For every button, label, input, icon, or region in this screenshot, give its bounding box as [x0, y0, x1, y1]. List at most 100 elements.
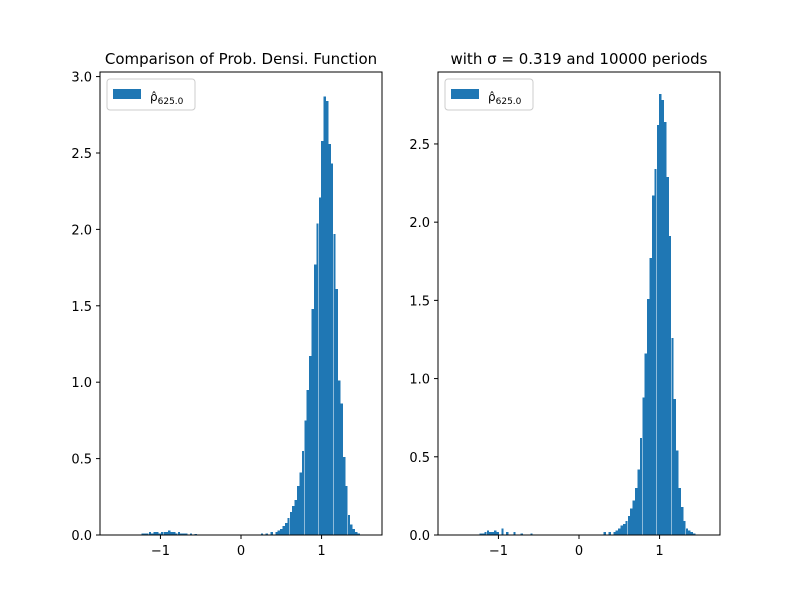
left-histogram-bar: [323, 96, 326, 535]
left-histogram-bar: [316, 223, 319, 535]
right-histogram-bar: [520, 533, 523, 535]
left-histogram-bar: [270, 531, 273, 535]
right-histogram-bar: [676, 450, 679, 535]
right-histogram-bar: [486, 530, 490, 535]
left-legend-symbol: ρ̂: [150, 90, 158, 104]
right-histogram-bars: [479, 93, 696, 536]
left-histogram-bar: [350, 524, 353, 535]
left-histogram-bar: [342, 457, 346, 535]
left-histogram-bar: [304, 420, 307, 535]
right-histogram-bar: [693, 533, 696, 535]
right-histogram-bar: [618, 528, 621, 535]
left-y-tick-label: 0.5: [71, 453, 92, 468]
left-histogram-bar: [333, 233, 336, 535]
left-histogram-bar: [299, 472, 302, 535]
right-histogram-bar: [506, 531, 509, 535]
left-histogram-bar: [158, 533, 161, 535]
right-y-tick-label: 2.5: [409, 138, 430, 153]
right-histogram-bar: [659, 93, 662, 536]
left-legend-swatch: [113, 89, 141, 99]
right-histogram-bar: [685, 528, 689, 535]
left-plot-frame: [99, 71, 383, 536]
right-histogram-bar: [666, 176, 669, 536]
right-histogram-bar: [630, 508, 633, 535]
right-histogram-bar: [637, 469, 640, 535]
left-legend-subscript: 625.0: [158, 97, 184, 107]
right-y-axis-ticks: 0.0 0.5 1.0 1.5 2.0 2.5: [409, 138, 438, 544]
right-histogram-bar: [683, 520, 686, 535]
left-histogram-bar: [168, 530, 171, 535]
left-legend-label: ρ̂625.0: [150, 90, 184, 107]
left-histogram-bar: [313, 264, 317, 535]
right-y-tick-label: 0.5: [409, 451, 430, 466]
left-histogram-bar: [182, 533, 185, 535]
left-histogram-bar: [189, 533, 193, 535]
left-histogram-bar: [177, 531, 181, 535]
left-x-axis-ticks: −1 0 1: [151, 535, 326, 559]
left-histogram-bar: [163, 531, 166, 535]
left-histogram-bar: [265, 533, 268, 535]
right-histogram-bar: [484, 531, 487, 535]
right-histogram-bar: [530, 533, 533, 535]
left-chart-title: Comparison of Prob. Densi. Function: [105, 50, 377, 68]
right-histogram-bar: [501, 528, 504, 535]
left-y-tick-label: 0.0: [71, 529, 92, 544]
left-histogram-bar: [141, 533, 144, 535]
left-histogram-bar: [338, 380, 341, 535]
left-histogram-bar: [172, 531, 176, 535]
right-histogram-bar: [688, 530, 691, 535]
right-y-tick-label: 1.5: [409, 294, 430, 309]
left-histogram-bar: [301, 450, 305, 535]
right-y-tick-label: 2.0: [409, 216, 430, 231]
left-histogram-bar: [328, 143, 331, 535]
right-histogram-bar: [632, 500, 635, 535]
right-y-tick-label: 1.0: [409, 373, 430, 388]
left-y-axis-ticks: 0.0 0.5 1.0 1.5 2.0 2.5 3.0: [71, 71, 100, 544]
left-histogram-bar: [335, 288, 339, 535]
left-histogram-bar: [260, 533, 264, 535]
right-histogram-bar: [496, 531, 499, 535]
right-chart-title: with σ = 0.319 and 10000 periods: [451, 50, 708, 68]
right-histogram-panel: with σ = 0.319 and 10000 periods 0.0 0.5 1…: [409, 50, 721, 559]
right-histogram-bar: [639, 438, 643, 535]
left-histogram-bar: [340, 403, 343, 535]
left-histogram-bar: [275, 531, 278, 535]
left-histogram-bar: [321, 140, 324, 535]
right-y-tick-label: 0.0: [409, 529, 430, 544]
left-x-tick-label: −1: [151, 544, 170, 559]
left-histogram-panel: Comparison of Prob. Densi. Function 0.0 0…: [71, 50, 383, 559]
right-histogram-bar: [664, 122, 667, 536]
right-histogram-bar: [680, 506, 684, 535]
left-x-tick-label: 0: [237, 544, 245, 559]
right-histogram-bar: [668, 236, 672, 536]
right-histogram-bar: [494, 530, 497, 535]
right-x-tick-label: −1: [489, 544, 508, 559]
right-histogram-bar: [690, 531, 693, 535]
left-histogram-bar: [318, 197, 322, 536]
left-histogram-bar: [345, 486, 348, 535]
right-histogram-bar: [651, 195, 655, 535]
left-histogram-bar: [175, 533, 178, 535]
right-histogram-bar: [513, 531, 516, 535]
left-histogram-bar: [153, 531, 156, 535]
left-legend: ρ̂625.0: [106, 78, 196, 111]
right-x-tick-label: 1: [655, 544, 663, 559]
left-histogram-bar: [180, 533, 183, 535]
left-x-tick-label: 1: [317, 544, 325, 559]
left-histogram-bar: [355, 531, 358, 535]
left-histogram-bar: [357, 533, 360, 535]
left-histogram-bar: [148, 531, 152, 535]
right-legend-symbol: ρ̂: [488, 90, 496, 104]
left-y-tick-label: 1.0: [71, 376, 92, 391]
right-legend: ρ̂625.0: [444, 78, 534, 111]
left-y-tick-label: 3.0: [71, 71, 92, 86]
right-histogram-bar: [615, 530, 619, 535]
left-y-tick-label: 2.5: [71, 147, 92, 162]
right-legend-label: ρ̂625.0: [488, 90, 522, 107]
left-histogram-bar: [185, 533, 188, 535]
right-histogram-bar: [627, 516, 631, 535]
left-histogram-bar: [151, 533, 154, 535]
right-histogram-bar: [635, 488, 638, 535]
left-histogram-bar: [352, 528, 355, 535]
right-histogram-bar: [671, 337, 674, 535]
